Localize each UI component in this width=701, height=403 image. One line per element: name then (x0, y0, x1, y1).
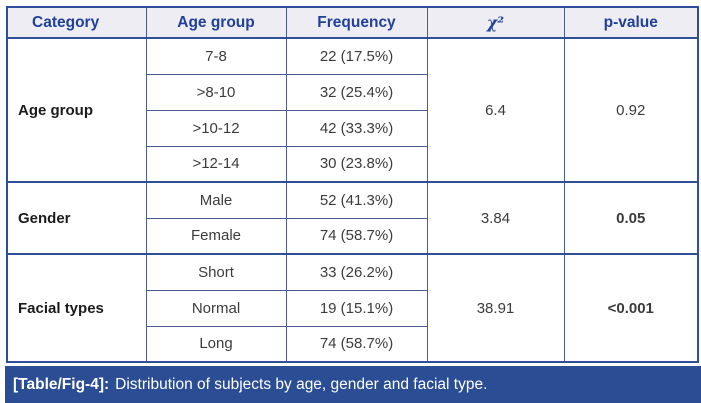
frequency-cell: 52 (41.3%) (285, 181, 428, 219)
subgroup-cell: Female (145, 217, 287, 255)
chi-square-cell: 6.4 (426, 37, 565, 183)
category-cell: Facial types (6, 253, 147, 363)
table-row: Age group 7-8 22 (17.5%) 6.4 0.92 (6, 37, 699, 183)
frequency-cell: 32 (25.4%) (285, 73, 428, 111)
frequency-cell: 74 (58.7%) (285, 325, 428, 363)
table-row: >12-14 30 (23.8%) (7, 145, 698, 183)
header-chi-square: χ² (426, 6, 565, 39)
subgroup-cell: >12-14 (145, 145, 287, 183)
header-frequency: Frequency (285, 6, 428, 39)
p-value-cell: 0.92 (563, 37, 699, 183)
chi-square-cell: 38.91 (426, 253, 565, 363)
subgroup-cell: >10-12 (145, 109, 287, 147)
subgroup-cell: Short (145, 253, 287, 291)
table-row: >8-10 32 (25.4%) (7, 73, 698, 111)
header-row: Category Age group Frequency χ² p-value (6, 6, 699, 39)
subgroup-cell: >8-10 (145, 73, 287, 111)
table-row: Facial types Short 33 (26.2%) 38.91 <0.0… (6, 253, 699, 363)
caption-label: [Table/Fig-4]: (13, 375, 110, 393)
chi-square-cell: 3.84 (426, 181, 565, 255)
subgroup-cell: Male (145, 181, 287, 219)
subgroup-cell: Long (145, 325, 287, 363)
category-cell: Age group (6, 37, 147, 183)
header-category: Category (6, 6, 147, 39)
table-row: Normal 19 (15.1%) (7, 289, 698, 327)
frequency-cell: 30 (23.8%) (285, 145, 428, 183)
p-value-cell: <0.001 (563, 253, 699, 363)
subgroup-cell: Normal (145, 289, 287, 327)
table-caption: [Table/Fig-4]: Distribution of subjects … (5, 366, 701, 403)
table-row: Gender Male 52 (41.3%) 3.84 0.05 (6, 181, 699, 255)
frequency-cell: 74 (58.7%) (285, 217, 428, 255)
p-value-cell: 0.05 (563, 181, 699, 255)
caption-text: Distribution of subjects by age, gender … (115, 375, 488, 393)
subgroup-cell: 7-8 (145, 37, 287, 75)
table-row: Long 74 (58.7%) (7, 325, 698, 363)
frequency-cell: 22 (17.5%) (285, 37, 428, 75)
frequency-cell: 42 (33.3%) (285, 109, 428, 147)
frequency-cell: 33 (26.2%) (285, 253, 428, 291)
chi-square-symbol: χ² (487, 12, 504, 32)
header-age-group: Age group (145, 6, 287, 39)
category-cell: Gender (6, 181, 147, 255)
stats-table: Category Age group Frequency χ² p-value … (6, 6, 699, 363)
frequency-cell: 19 (15.1%) (285, 289, 428, 327)
table-row: Female 74 (58.7%) (7, 217, 698, 255)
header-p-value: p-value (563, 6, 699, 39)
